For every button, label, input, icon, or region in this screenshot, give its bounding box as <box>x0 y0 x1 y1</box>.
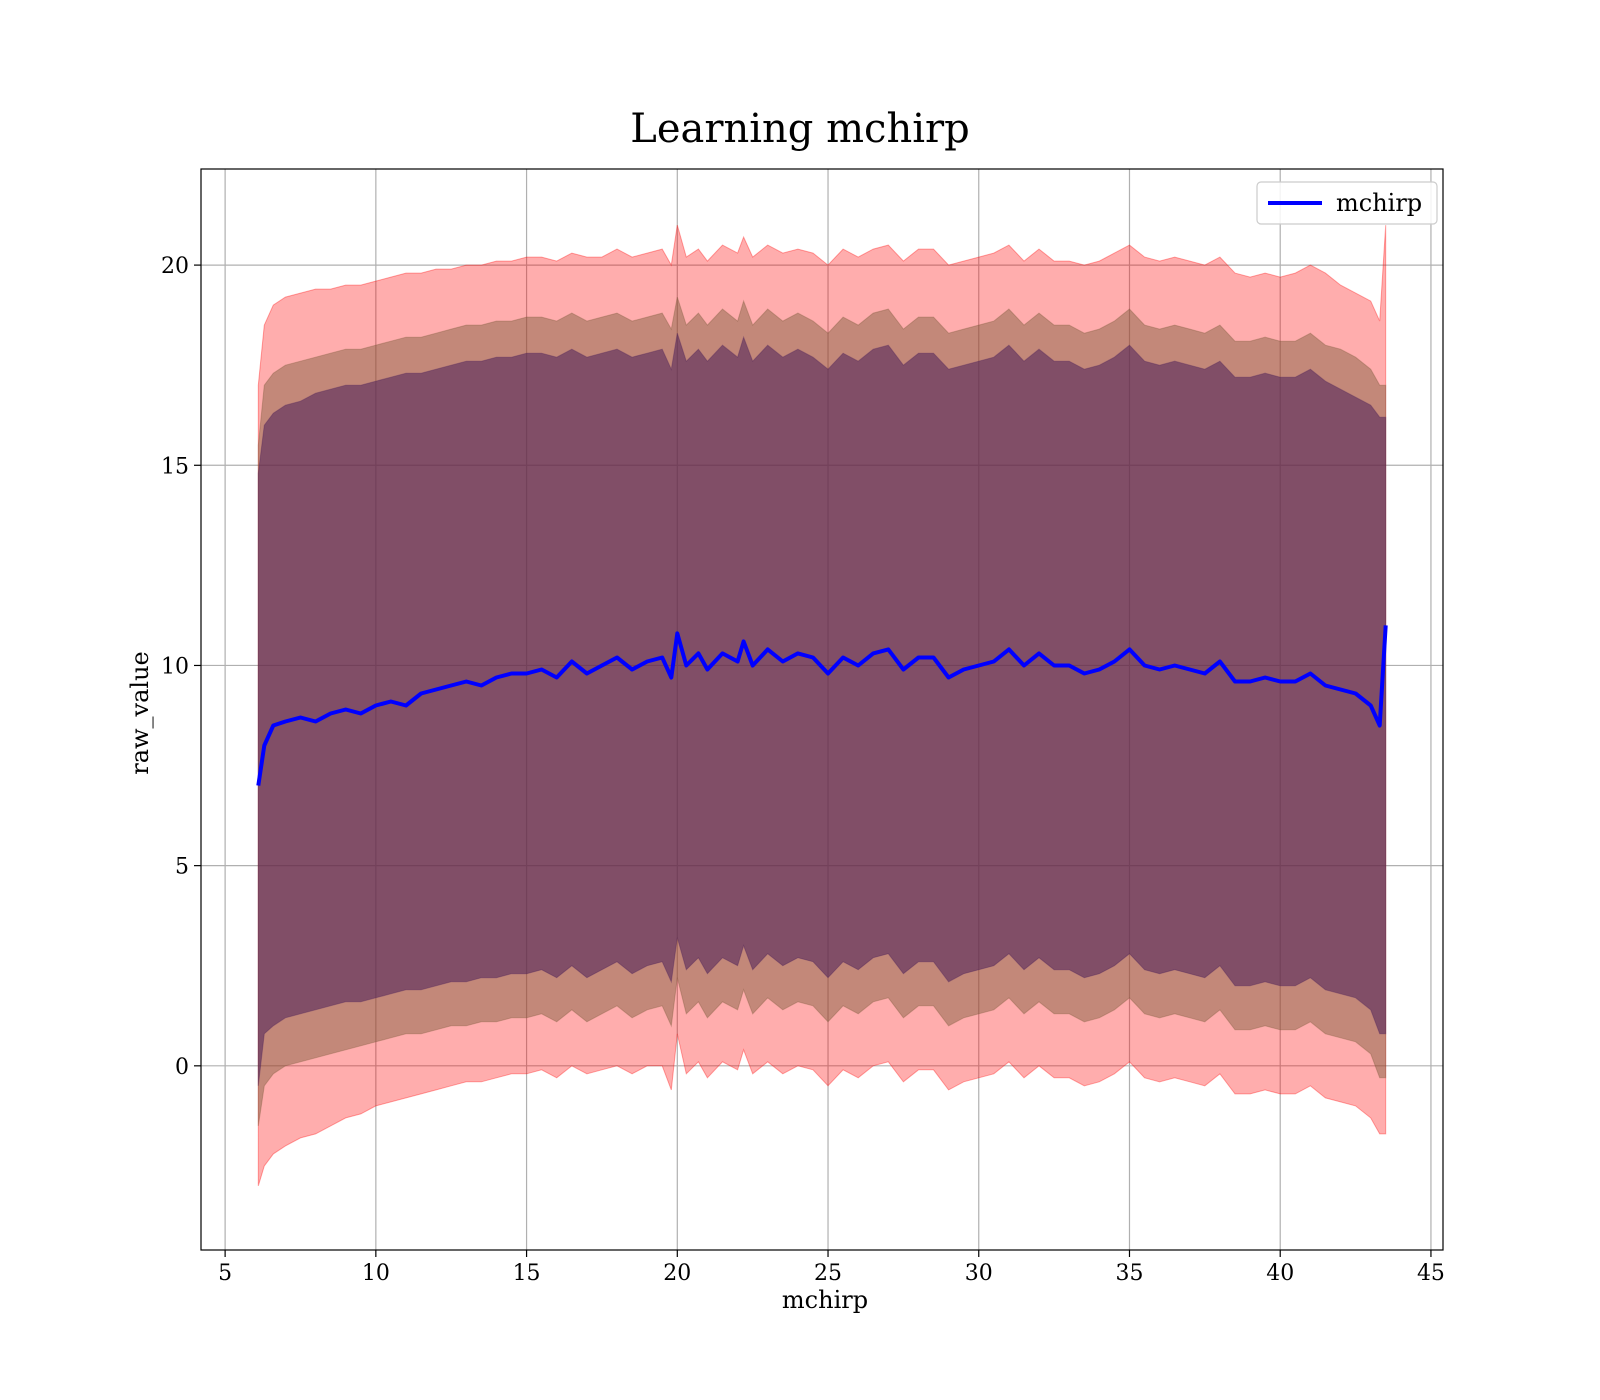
x-tick-label: 5 <box>218 1261 232 1286</box>
x-axis-label: mchirp <box>782 1286 868 1314</box>
y-tick-label: 15 <box>161 454 189 479</box>
band-inner <box>257 333 1387 1086</box>
x-tick-label: 10 <box>362 1261 390 1286</box>
x-tick-label: 30 <box>965 1261 993 1286</box>
plot-frame <box>200 168 1444 1251</box>
x-tick-label: 25 <box>814 1261 842 1286</box>
legend-box <box>1256 181 1438 225</box>
x-tick-label: 45 <box>1417 1261 1445 1286</box>
x-tick-label: 40 <box>1266 1261 1294 1286</box>
confidence-bands <box>257 224 1387 1187</box>
x-tick-label: 35 <box>1115 1261 1143 1286</box>
x-tick-label: 15 <box>513 1261 541 1286</box>
y-tick-label: 20 <box>161 254 189 279</box>
x-tick-label: 20 <box>663 1261 691 1286</box>
chart-title: Learning mchirp <box>630 106 969 152</box>
series-line-0 <box>256 625 1388 786</box>
y-axis-label: raw_value <box>126 651 154 775</box>
legend-entry-label: mchirp <box>1336 189 1422 217</box>
y-tick-label: 5 <box>175 855 189 880</box>
y-tick-label: 10 <box>161 654 189 679</box>
axis-ticks: 5 10 15 20 25 30 35 40 45 0 5 10 15 20 <box>161 254 1445 1286</box>
legend: mchirp <box>1256 181 1438 225</box>
series-lines <box>256 625 1388 786</box>
y-tick-label: 0 <box>175 1055 189 1080</box>
